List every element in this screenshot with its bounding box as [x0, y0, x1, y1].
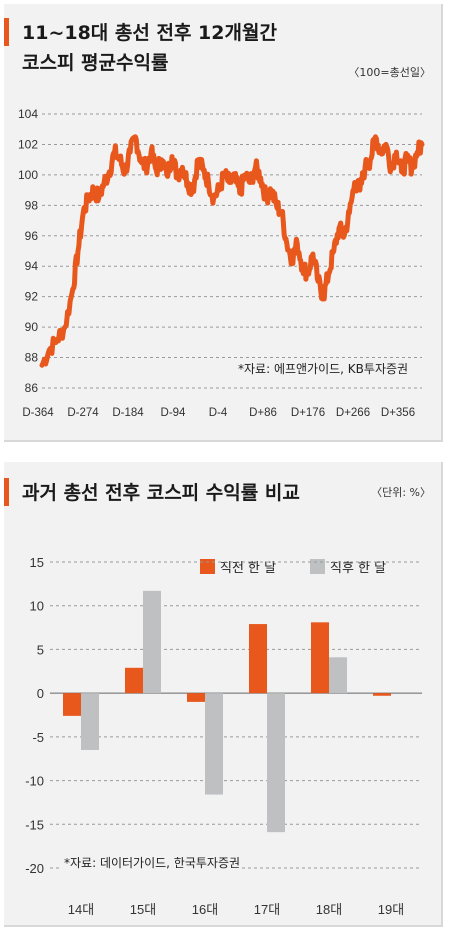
- y-tick-label: 88: [25, 351, 39, 365]
- legend-after-label: 직후 한 달: [330, 561, 387, 576]
- line-chart: 86 88 90 92 94 96 98 100 102 104 D-364 D-274 D-184 D…: [18, 107, 425, 419]
- kospi-average-line: [39, 134, 425, 368]
- y-tick-label: 98: [25, 198, 39, 212]
- x-tick-label: D+86: [249, 407, 277, 419]
- bar-after: [329, 657, 347, 694]
- line-chart-panel: 11~18대 총선 전후 12개월간 코스피 평균수익률 〈100=총선일〉 8…: [4, 4, 443, 442]
- bar-before: [249, 624, 267, 694]
- x-tick-label: 14대: [68, 902, 94, 917]
- x-tick-label: D+176: [291, 407, 325, 419]
- x-tick-label: D+266: [336, 407, 370, 419]
- y-tick-label: -5: [32, 730, 44, 745]
- y-tick-label: 15: [30, 555, 44, 570]
- line-chart-title-line2: 코스피 평균수익률: [22, 52, 169, 74]
- y-tick-label: 10: [30, 599, 44, 614]
- title-accent-bar: [4, 478, 9, 506]
- y-tick-label: 90: [25, 320, 39, 334]
- bar-chart: 15 10 5 0 -5 -10 -15 -20 14대 15대 16대 17대 18대 19대: [25, 555, 422, 917]
- y-tick-label: -15: [25, 817, 44, 832]
- bar-before: [373, 693, 391, 696]
- legend-after: 직후 한 달: [310, 557, 386, 576]
- x-tick-label: D-94: [161, 407, 187, 419]
- line-chart-source: *자료: 에프앤가이드, KB투자증권: [236, 360, 411, 377]
- line-chart-unit: 〈100=총선일〉: [348, 66, 431, 79]
- bar-before: [63, 693, 81, 716]
- bar-chart-source: *자료: 데이터가이드, 한국투자증권: [62, 854, 243, 871]
- y-tick-label: 0: [37, 686, 44, 701]
- x-tick-label: 19대: [378, 902, 404, 917]
- x-tick-label: 18대: [316, 902, 342, 917]
- y-tick-label: 96: [25, 229, 39, 243]
- y-tick-label: -10: [25, 774, 44, 789]
- legend-before-label: 직전 한 달: [220, 561, 277, 576]
- bar-before: [125, 667, 143, 694]
- legend-before: 직전 한 달: [200, 557, 276, 576]
- y-tick-label: 100: [18, 168, 38, 182]
- x-tick-label: D-4: [209, 407, 228, 419]
- title-accent-bar: [4, 18, 9, 46]
- x-tick-label: 17대: [254, 902, 280, 917]
- legend-swatch-orange: [200, 559, 215, 574]
- y-tick-label: 104: [18, 107, 38, 121]
- bar-before: [187, 693, 205, 702]
- x-tick-label: 15대: [130, 902, 156, 917]
- y-tick-label: 92: [25, 290, 39, 304]
- y-tick-label: 86: [25, 381, 39, 395]
- bar-chart-panel: 과거 총선 전후 코스피 수익률 비교 〈단위: %〉 직전 한 달 직후 한 …: [4, 462, 443, 927]
- y-tick-label: -20: [25, 861, 44, 876]
- bar-chart-unit: 〈단위: %〉: [371, 486, 431, 499]
- x-tick-label: D-184: [112, 407, 144, 419]
- x-tick-label: D-364: [22, 407, 54, 419]
- bar-after: [81, 693, 99, 750]
- y-tick-label: 94: [25, 259, 39, 273]
- bar-after: [205, 693, 223, 795]
- x-tick-label: D-274: [67, 407, 99, 419]
- legend-swatch-gray: [310, 559, 325, 574]
- bar-after: [143, 590, 161, 694]
- bar-chart-title: 과거 총선 전후 코스피 수익률 비교: [22, 482, 300, 504]
- bar-after: [267, 693, 285, 833]
- y-tick-label: 5: [37, 642, 44, 657]
- y-tick-label: 102: [18, 137, 38, 151]
- x-tick-label: D+356: [381, 407, 415, 419]
- bar-before: [311, 622, 329, 694]
- x-tick-label: 16대: [192, 902, 218, 917]
- line-chart-title-line1: 11~18대 총선 전후 12개월간: [22, 22, 277, 44]
